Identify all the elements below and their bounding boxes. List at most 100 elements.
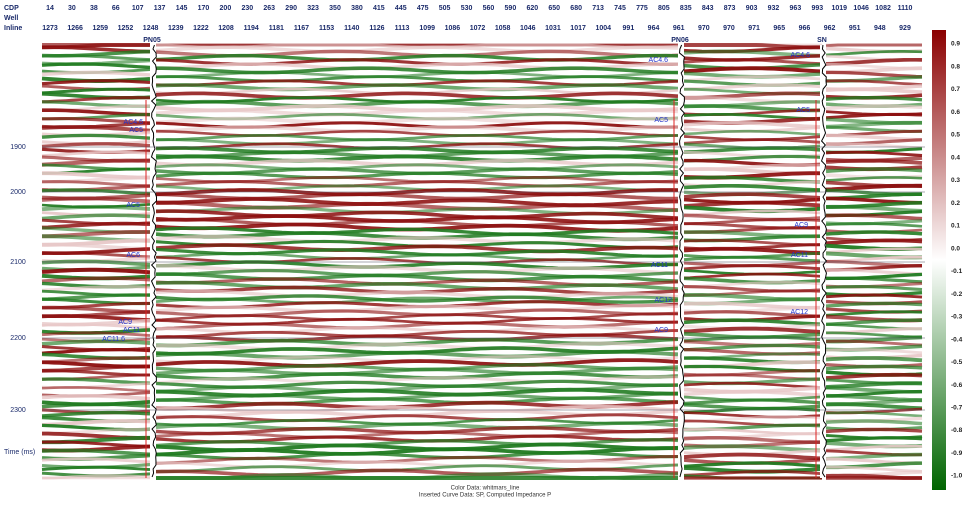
header-value: 1140	[344, 25, 359, 32]
colorbar-label: 0.4	[951, 154, 960, 161]
colorbar-label: -0.4	[951, 336, 963, 343]
horizon-label: AC9	[654, 327, 668, 334]
horizon-label: AC5	[654, 117, 668, 124]
header-row-label: Inline	[4, 25, 22, 32]
header-value: 380	[351, 5, 363, 12]
header-value: 1181	[269, 25, 284, 32]
horizon-label: AC4.6	[649, 57, 669, 64]
header-value: 951	[849, 25, 861, 32]
header-value: 415	[373, 5, 385, 12]
colorbar-label: -0.1	[951, 268, 963, 275]
header-value: 775	[636, 5, 648, 12]
header-value: 650	[548, 5, 560, 12]
horizon-label: AC6	[126, 252, 140, 259]
header-value: 1194	[244, 25, 259, 32]
horizon-label: AC11.6	[102, 336, 125, 343]
time-tick-label: 1900	[10, 144, 26, 151]
horizon-label: AC5	[129, 127, 143, 134]
header-value: 145	[176, 5, 188, 12]
header-value: 971	[748, 25, 760, 32]
header-value: 1126	[369, 25, 384, 32]
header-value: 1153	[319, 25, 334, 32]
header-value: 1266	[67, 25, 83, 32]
horizon-label: AC4.6	[124, 119, 144, 126]
colorbar-label: -0.8	[951, 427, 963, 434]
colorbar-label: -0.6	[951, 382, 963, 389]
header-value: 170	[198, 5, 210, 12]
header-value: 107	[132, 5, 144, 12]
header-value: 1031	[545, 25, 561, 32]
header-value: 1017	[570, 25, 586, 32]
header-value: 1273	[42, 25, 58, 32]
header-value: 966	[799, 25, 811, 32]
header-value: 590	[505, 5, 517, 12]
header-value: 620	[526, 5, 538, 12]
colorbar-label: -0.2	[951, 291, 963, 298]
header-value: 1222	[193, 25, 209, 32]
header-value: 963	[790, 5, 802, 12]
footer-text: Inserted Curve Data: SP, Computed Impeda…	[419, 493, 551, 499]
horizon-label: AC4.6	[791, 52, 811, 59]
header-value: 1046	[520, 25, 536, 32]
header-value: 66	[112, 5, 120, 12]
well-gap	[820, 45, 826, 478]
header-value: 948	[874, 25, 886, 32]
horizon-label: AC11	[123, 327, 140, 334]
header-value: 505	[439, 5, 451, 12]
header-value: 745	[614, 5, 626, 12]
header-value: 961	[673, 25, 685, 32]
header-value: 932	[768, 5, 780, 12]
header-value: 970	[723, 25, 735, 32]
horizon-label: AC9	[118, 319, 132, 326]
header-value: 290	[285, 5, 297, 12]
header-value: 38	[90, 5, 98, 12]
header-value: 1113	[395, 25, 410, 32]
footer-text: Color Data: whitmars_line	[451, 486, 520, 492]
header-value: 991	[623, 25, 635, 32]
header-value: SN	[817, 37, 827, 44]
horizon-label: AC12	[654, 297, 672, 304]
header-value: 843	[702, 5, 714, 12]
time-tick-label: 2100	[10, 259, 26, 266]
colorbar-label: 0.9	[951, 41, 960, 48]
header-value: 964	[648, 25, 660, 32]
header-value: 680	[570, 5, 582, 12]
header-value: 903	[746, 5, 758, 12]
header-value: PN06	[671, 37, 689, 44]
header-row-label: Well	[4, 15, 18, 22]
header-value: 873	[724, 5, 736, 12]
header-value: 323	[307, 5, 319, 12]
header-value: 1208	[218, 25, 234, 32]
header-value: 805	[658, 5, 670, 12]
header-value: 1004	[595, 25, 611, 32]
header-value: 993	[811, 5, 823, 12]
colorbar-label: -0.5	[951, 359, 963, 366]
header-value: 1082	[875, 5, 891, 12]
reflector	[826, 45, 922, 46]
header-value: 137	[154, 5, 166, 12]
colorbar-label: 0.1	[951, 223, 960, 230]
colorbar-label: 0.3	[951, 177, 960, 184]
header-value: 1239	[168, 25, 184, 32]
time-axis-label: Time (ms)	[4, 449, 35, 456]
header-value: 1252	[118, 25, 134, 32]
time-tick-label: 2300	[10, 407, 26, 414]
header-value: 1099	[419, 25, 435, 32]
horizon-label: AC5	[796, 107, 810, 114]
header-value: PN05	[143, 37, 161, 44]
header-value: 1019	[831, 5, 847, 12]
header-value: 1248	[143, 25, 159, 32]
header-value: 965	[773, 25, 785, 32]
horizon-label: AC11	[791, 252, 808, 259]
colorbar-label: -0.7	[951, 405, 963, 412]
colorbar-label: -0.9	[951, 450, 963, 457]
reflector	[826, 232, 922, 234]
colorbar	[932, 30, 946, 490]
horizon-label: AC5	[126, 202, 140, 209]
header-value: 1086	[445, 25, 461, 32]
header-value: 1058	[495, 25, 511, 32]
header-value: 1046	[853, 5, 869, 12]
header-value: 30	[68, 5, 76, 12]
header-value: 475	[417, 5, 429, 12]
seismic-view: 19002000210022002300Time (ms)CDP14303866…	[0, 0, 971, 504]
